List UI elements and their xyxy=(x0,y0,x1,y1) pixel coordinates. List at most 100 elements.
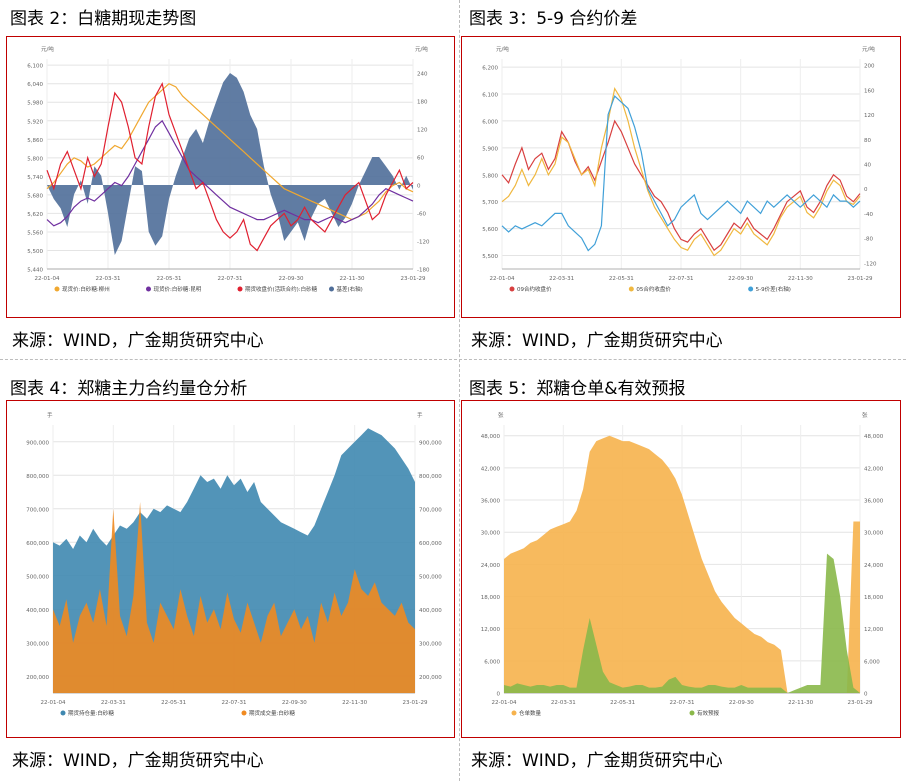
chart-panel-2: 图表 3：5-9 合约价差 5,500 5,600 5,700 5,800 5,900 6… xyxy=(459,0,906,359)
legend-label: 有效预报 xyxy=(697,709,720,717)
left-tick-label: 48,000 xyxy=(481,434,501,440)
right-tick-label: 24,000 xyxy=(864,563,884,569)
legend-label: 期货收盘价(活跃合约):白砂糖 xyxy=(245,285,318,293)
left-tick-label: 5,560 xyxy=(27,230,43,236)
chart-1-svg: 5,440 5,500 5,560 5,620 5,680 5,740 5,800 5,860… xyxy=(27,45,430,293)
left-tick-label: 400,000 xyxy=(26,608,49,614)
left-tick-label: 30,000 xyxy=(481,531,501,537)
left-tick-label: 5,900 xyxy=(482,146,498,152)
legend-label: 期货持仓量:白砂糖 xyxy=(68,709,114,717)
panel-1-title: 图表 2：白糖期现走势图 xyxy=(10,9,197,29)
right-tick-label: 0 xyxy=(864,692,868,698)
legend-label: 现货价:白砂糖:昆明 xyxy=(154,285,202,293)
left-tick-label: 6,000 xyxy=(484,659,500,665)
right-tick-label: 600,000 xyxy=(419,541,442,547)
right-tick-label: 180 xyxy=(417,100,428,106)
legend-swatch xyxy=(146,286,151,292)
right-tick-label: 0 xyxy=(417,184,421,190)
panel-1-frame: 5,440 5,500 5,560 5,620 5,680 5,740 5,800 5,860… xyxy=(6,36,455,318)
left-tick-label: 300,000 xyxy=(26,641,49,647)
chart-panel-3: 图表 4：郑糖主力合约量仓分析 200,000 300,000 400,000 500… xyxy=(0,360,459,781)
left-tick-label: 24,000 xyxy=(481,563,501,569)
series-area-0 xyxy=(504,435,860,693)
right-tick-label: 900,000 xyxy=(419,440,442,446)
left-tick-label: 18,000 xyxy=(481,595,501,601)
right-tick-label: 800,000 xyxy=(419,474,442,480)
x-tick-label: 22-09-30 xyxy=(729,700,754,706)
right-tick-label: 48,000 xyxy=(864,434,884,440)
right-tick-label: -120 xyxy=(417,240,430,246)
x-tick-label: 23-01-29 xyxy=(848,276,873,282)
panel-1-source: 来源：WIND，广金期货研究中心 xyxy=(12,331,264,351)
panel-4-source: 来源：WIND，广金期货研究中心 xyxy=(471,751,723,771)
x-tick-label: 22-03-31 xyxy=(96,276,121,282)
right-tick-label: 80 xyxy=(864,138,871,144)
right-tick-label: 6,000 xyxy=(864,659,880,665)
chart-2-svg: 5,500 5,600 5,700 5,800 5,900 6,000 6,100 6,200… xyxy=(482,45,877,293)
left-tick-label: 12,000 xyxy=(481,627,501,633)
series-line-2 xyxy=(46,82,414,252)
right-tick-label: -180 xyxy=(417,268,430,274)
x-tick-label: 22-05-31 xyxy=(157,276,182,282)
left-tick-label: 5,860 xyxy=(27,138,43,144)
right-tick-label: -80 xyxy=(864,237,873,243)
left-unit-label: 元/吨 xyxy=(41,45,54,53)
left-tick-label: 5,740 xyxy=(27,175,43,181)
right-tick-label: 400,000 xyxy=(419,608,442,614)
chart-panel-1: 图表 2：白糖期现走势图 5,440 5,500 5,560 5,620 5,680 5,… xyxy=(0,0,459,359)
left-tick-label: 5,700 xyxy=(482,200,498,206)
x-tick-label: 22-07-31 xyxy=(218,276,243,282)
left-tick-label: 5,440 xyxy=(27,268,43,274)
right-tick-label: 200 xyxy=(864,64,875,70)
x-tick-label: 23-01-29 xyxy=(403,700,428,706)
panel-2-frame: 5,500 5,600 5,700 5,800 5,900 6,000 6,100 6,200… xyxy=(461,36,901,318)
left-tick-label: 5,800 xyxy=(482,173,498,179)
right-tick-label: 0 xyxy=(864,187,868,193)
panel-3-source: 来源：WIND，广金期货研究中心 xyxy=(12,751,264,771)
legend-label: 09合约收盘价 xyxy=(517,285,552,293)
x-tick-label: 22-05-31 xyxy=(610,700,635,706)
left-unit-label: 手 xyxy=(47,411,53,419)
legend-swatch xyxy=(237,286,243,292)
x-tick-label: 23-01-29 xyxy=(401,276,426,282)
series-area-1 xyxy=(504,553,860,693)
left-tick-label: 600,000 xyxy=(26,541,49,547)
x-tick-label: 22-01-04 xyxy=(490,276,515,282)
series-line-1 xyxy=(46,119,414,227)
left-tick-label: 5,500 xyxy=(482,254,498,260)
right-unit-label: 元/吨 xyxy=(415,45,428,53)
x-tick-label: 22-11-30 xyxy=(788,700,813,706)
legend-swatch xyxy=(748,286,754,292)
panel-2-source: 来源：WIND，广金期货研究中心 xyxy=(471,331,723,351)
x-tick-label: 22-11-30 xyxy=(342,700,367,706)
legend-swatch xyxy=(241,710,247,716)
right-tick-label: 30,000 xyxy=(864,531,884,537)
legend-label: 05合约收盘价 xyxy=(636,285,671,293)
left-tick-label: 6,040 xyxy=(27,82,43,88)
legend-swatch xyxy=(329,286,334,292)
series-area-3 xyxy=(47,73,413,255)
legend-label: 5-9价差(右轴) xyxy=(756,285,791,293)
left-tick-label: 5,980 xyxy=(27,101,43,107)
left-tick-label: 5,500 xyxy=(27,249,43,255)
right-tick-label: 12,000 xyxy=(864,627,884,633)
right-tick-label: 160 xyxy=(864,88,875,94)
right-tick-label: 120 xyxy=(417,128,428,134)
legend-swatch xyxy=(689,710,695,716)
legend-swatch xyxy=(54,286,60,292)
x-tick-label: 22-07-31 xyxy=(222,700,247,706)
panel-2-title: 图表 3：5-9 合约价差 xyxy=(469,9,638,29)
right-tick-label: 40 xyxy=(864,163,871,169)
right-tick-label: -60 xyxy=(417,212,426,218)
legend-label: 期货成交量:白砂糖 xyxy=(249,709,295,717)
chart-panel-4: 图表 5：郑糖仓单&有效预报 0 6,000 12,000 18,000 24,000 3… xyxy=(459,360,906,781)
x-tick-label: 22-07-31 xyxy=(669,276,694,282)
right-tick-label: 700,000 xyxy=(419,507,442,513)
x-tick-label: 23-01-29 xyxy=(848,700,873,706)
right-tick-label: 240 xyxy=(417,72,428,78)
series-area-1 xyxy=(53,502,415,693)
legend-swatch xyxy=(511,710,517,716)
x-tick-label: 22-03-31 xyxy=(101,700,126,706)
x-tick-label: 22-05-31 xyxy=(161,700,186,706)
x-tick-label: 22-07-31 xyxy=(670,700,695,706)
